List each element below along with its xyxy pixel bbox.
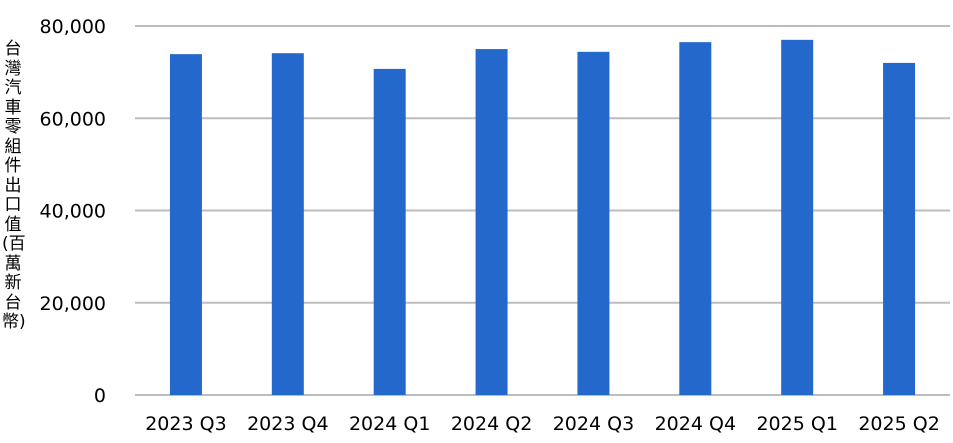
x-tick-label: 2025 Q1 [756, 413, 837, 435]
x-tick-label: 2023 Q4 [247, 413, 328, 435]
bar [169, 54, 202, 395]
x-tick-label: 2023 Q3 [145, 413, 226, 435]
bar [577, 51, 610, 396]
y-tick-label: 80,000 [40, 16, 106, 38]
bar [475, 49, 508, 395]
bar [679, 42, 712, 396]
bar [271, 53, 304, 396]
y-tick-label: 0 [94, 385, 106, 407]
x-tick-label: 2024 Q3 [553, 413, 634, 435]
bar [781, 39, 814, 396]
y-tick-label: 20,000 [40, 293, 106, 315]
x-tick-label: 2024 Q1 [349, 413, 430, 435]
bar [373, 68, 406, 396]
y-axis-label: 台灣汽車零組件出口值(百萬新台幣) [2, 39, 26, 332]
x-tick-label: 2025 Q2 [858, 413, 939, 435]
x-tick-label: 2024 Q2 [451, 413, 532, 435]
x-tick-label: 2024 Q4 [655, 413, 736, 435]
y-tick-label: 40,000 [40, 201, 106, 223]
y-tick-label: 60,000 [40, 108, 106, 130]
bar [883, 62, 916, 396]
